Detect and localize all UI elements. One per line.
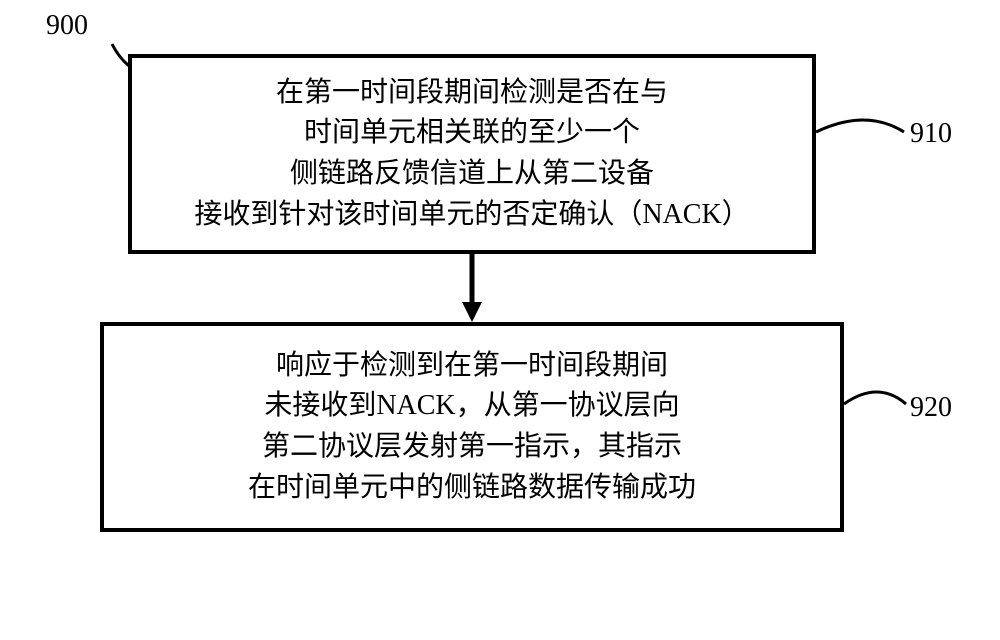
flowchart-step-910-text: 在第一时间段期间检测是否在与 时间单元相关联的至少一个 侧链路反馈信道上从第二设…: [194, 73, 749, 235]
ref-connector-920: [844, 374, 918, 438]
flowchart-step-920-text: 响应于检测到在第一时间段期间 未接收到NACK，从第一协议层向 第二协议层发射第…: [248, 346, 696, 508]
flowchart-step-920: 响应于检测到在第一时间段期间 未接收到NACK，从第一协议层向 第二协议层发射第…: [100, 322, 844, 532]
ref-label-910: 910: [910, 118, 952, 150]
ref-connector-910: [816, 100, 916, 170]
flowchart-arrow-910-920: [448, 250, 496, 328]
flowchart-step-910: 在第一时间段期间检测是否在与 时间单元相关联的至少一个 侧链路反馈信道上从第二设…: [128, 54, 816, 254]
